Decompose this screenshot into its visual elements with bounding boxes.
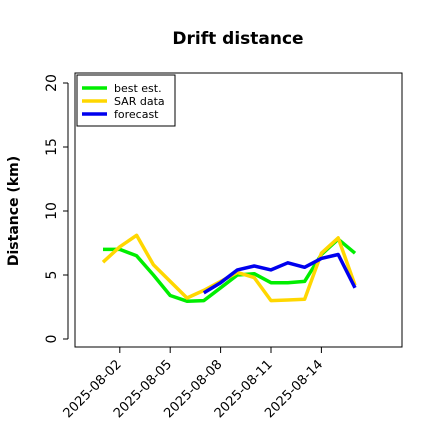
series-line — [202, 252, 357, 295]
y-tick-label: 0 — [44, 335, 60, 344]
y-tick-label: 5 — [44, 271, 60, 280]
y-tick-label: 20 — [44, 74, 60, 92]
y-axis: 0 5 10 15 20 — [44, 74, 69, 344]
series-line — [101, 233, 357, 303]
series-lines — [101, 233, 357, 303]
y-tick-label: 10 — [44, 202, 60, 220]
legend-label: forecast — [114, 108, 159, 121]
legend-label: best est. — [114, 82, 162, 95]
chart-title: Drift distance — [172, 29, 303, 49]
y-axis-label: Distance (km) — [6, 156, 22, 266]
y-tick-label: 15 — [44, 138, 60, 156]
series-line — [103, 237, 357, 303]
legend-label: SAR data — [114, 95, 165, 108]
x-axis: 2025-08-022025-08-052025-08-082025-08-11… — [61, 346, 326, 421]
